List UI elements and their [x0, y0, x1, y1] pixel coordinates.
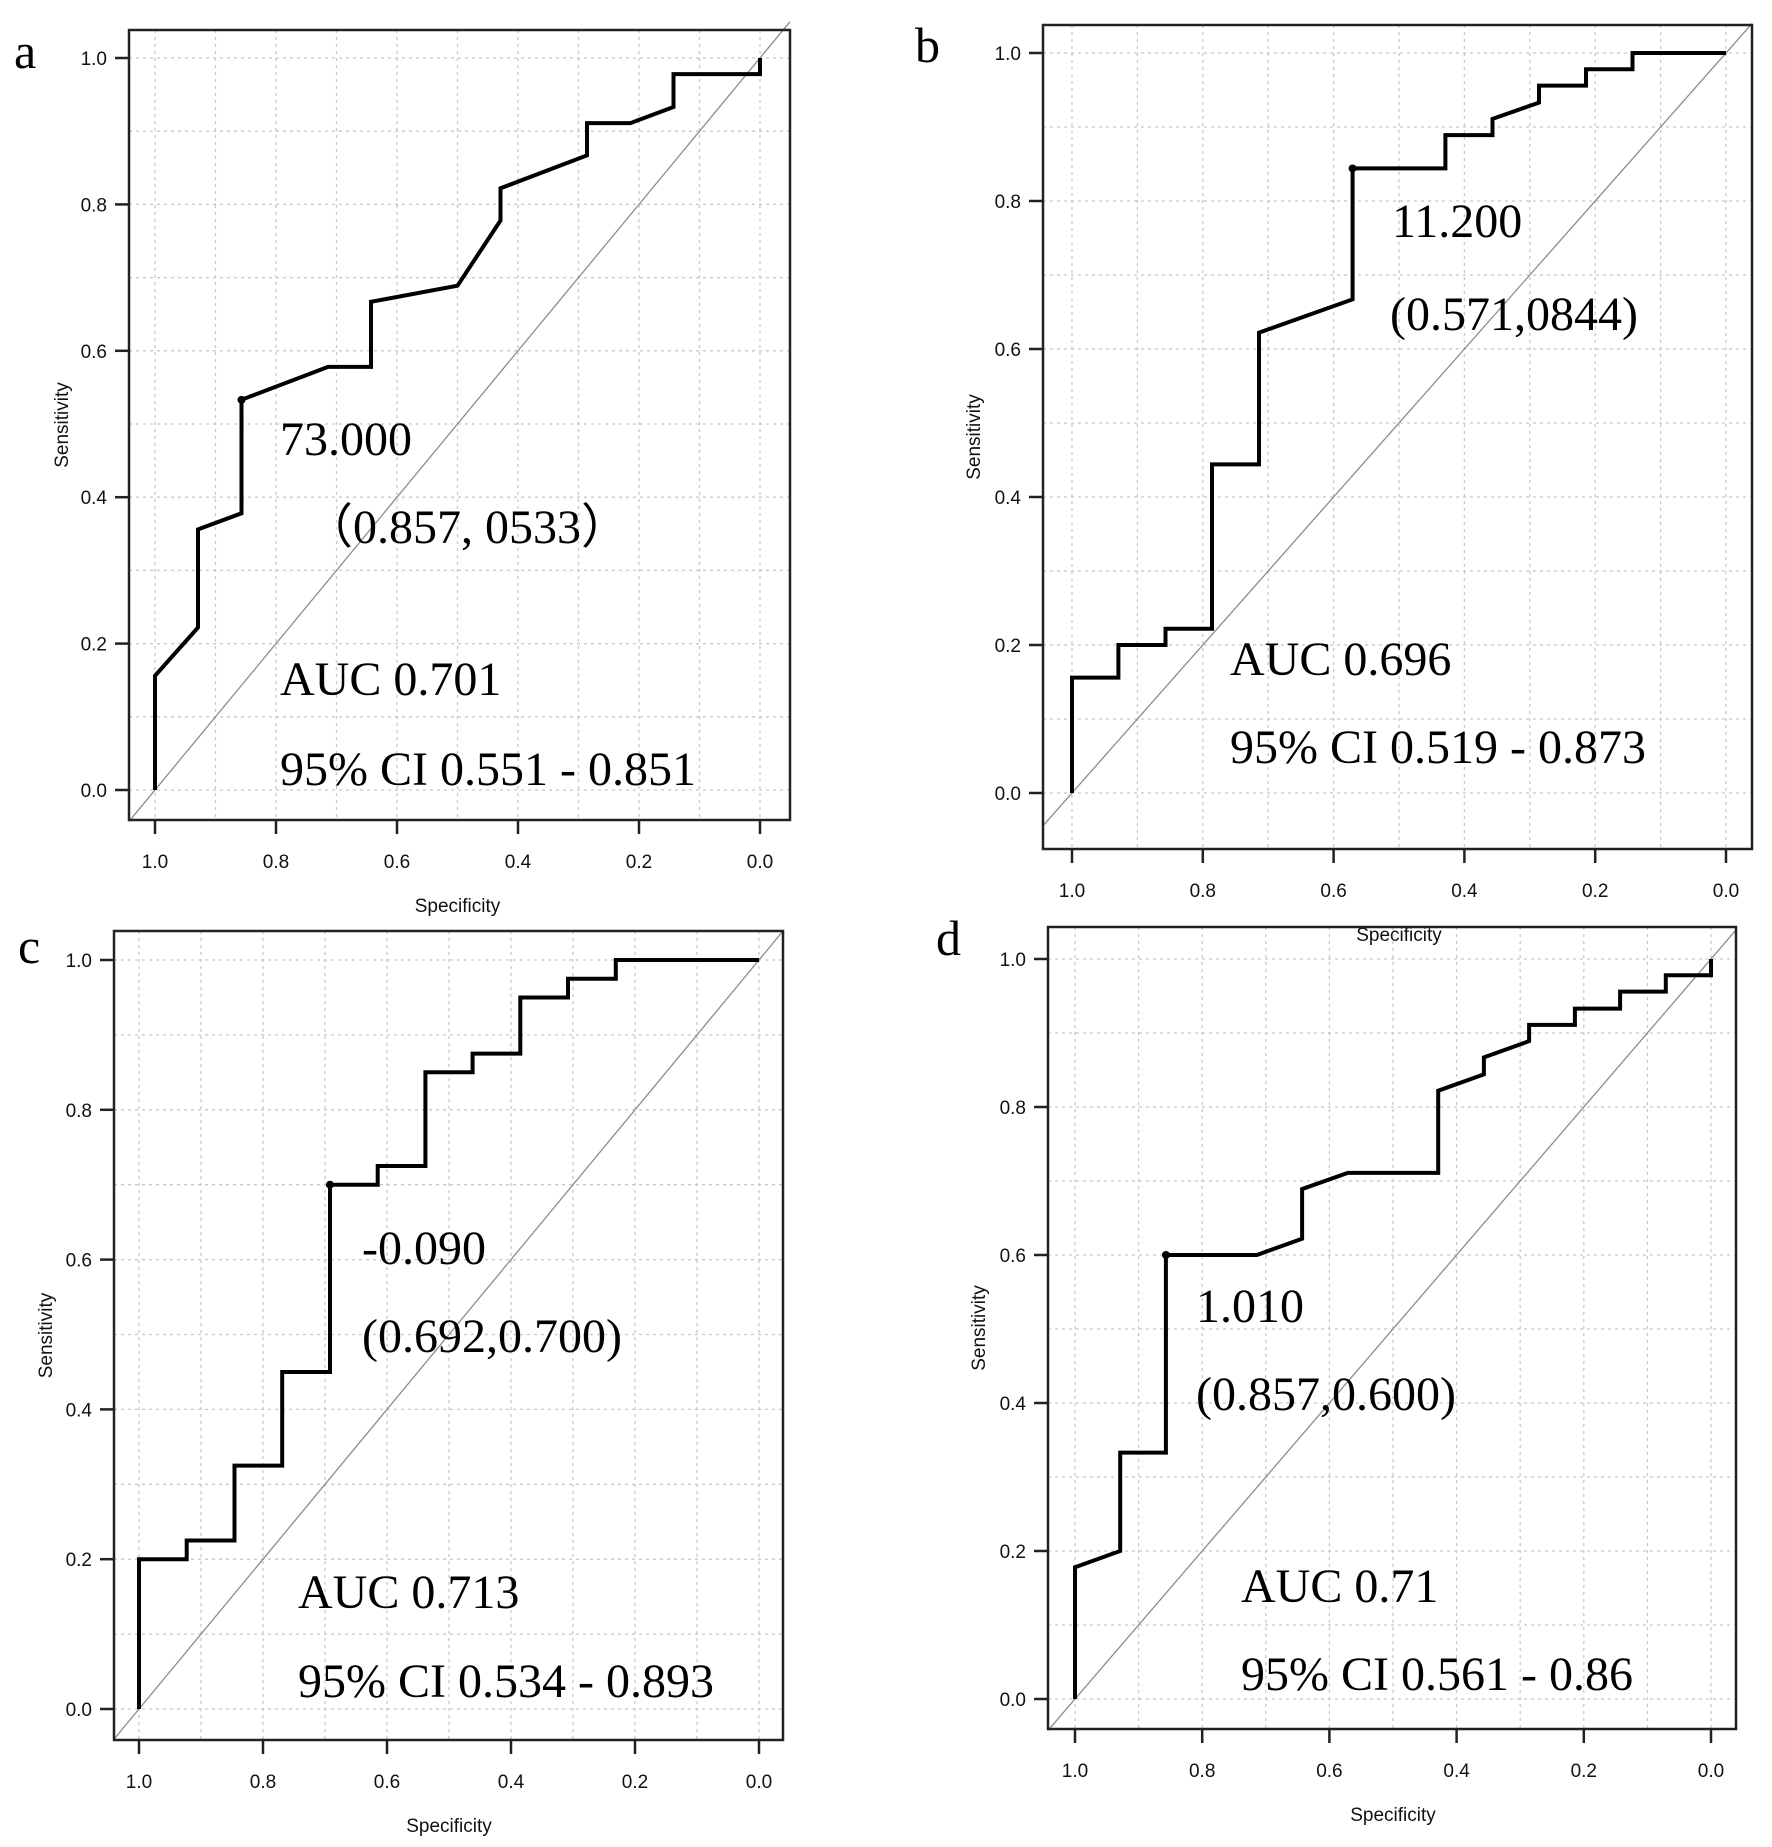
y-tick-label: 0.4 — [995, 488, 1022, 509]
plot-frame — [1046, 925, 1738, 1731]
roc-panel-c: 1.0 0.8 0.6 0.4 0.2 0.0 0.0 0.2 0.4 0.6 0.8 1.0 Spec… — [18, 918, 785, 1837]
y-tick-label: 0.0 — [66, 1700, 92, 1721]
y-tick-label: 0.2 — [81, 635, 107, 656]
x-tick-label: 0.2 — [626, 852, 652, 873]
y-tick-label: 0.8 — [66, 1101, 92, 1122]
auc-label: AUC 0.701 — [280, 653, 501, 706]
cutoff-point — [237, 395, 246, 404]
x-tick-label: 0.6 — [1316, 1761, 1342, 1782]
panel-letter: c — [18, 918, 40, 974]
plot-frame — [1041, 23, 1754, 851]
x-tick-label: 1.0 — [126, 1772, 152, 1793]
y-tick-label: 0.8 — [995, 192, 1021, 213]
cutoff-coordinates-label: (0.692,0.700) — [362, 1310, 622, 1363]
y-tick-label: 0.6 — [1000, 1246, 1026, 1267]
panel-letter: a — [14, 23, 36, 79]
x-tick-label: 1.0 — [142, 852, 168, 873]
x-axis-title: Specificity — [415, 896, 501, 917]
y-tick-label: 0.0 — [81, 781, 107, 802]
confidence-interval-label: 95% CI 0.534 - 0.893 — [298, 1655, 714, 1708]
confidence-interval-label: 95% CI 0.519 - 0.873 — [1230, 721, 1646, 774]
x-tick-label: 0.8 — [1189, 1761, 1215, 1782]
y-tick-label: 0.0 — [995, 784, 1021, 805]
cutoff-value-label: 11.200 — [1392, 195, 1522, 248]
plot-frame — [112, 929, 785, 1742]
cutoff-coordinates-label: (0.571,0844) — [1390, 288, 1638, 341]
x-tick-label: 0.0 — [1698, 1761, 1724, 1782]
x-tick-label: 0.4 — [1443, 1761, 1470, 1782]
cutoff-point — [1348, 164, 1357, 173]
x-tick-label: 0.4 — [498, 1772, 525, 1793]
y-tick-label: 0.6 — [66, 1251, 92, 1272]
cutoff-point — [1161, 1251, 1170, 1259]
x-tick-label: 0.4 — [1451, 881, 1478, 902]
y-tick-label: 0.2 — [1000, 1542, 1026, 1563]
cutoff-coordinates-label: (0.857,0.600) — [1196, 1368, 1456, 1421]
x-axis-title: Specificity — [1356, 925, 1442, 946]
y-tick-label: 0.4 — [66, 1400, 93, 1421]
x-tick-label: 0.8 — [1190, 881, 1216, 902]
y-tick-label: 0.2 — [995, 636, 1021, 657]
roc-curve — [153, 58, 762, 790]
x-tick-label: 0.0 — [1713, 881, 1739, 902]
x-tick-label: 0.6 — [374, 1772, 400, 1793]
x-tick-label: 1.0 — [1059, 881, 1085, 902]
y-tick-label: 0.6 — [995, 340, 1021, 361]
y-tick-label: 0.6 — [81, 342, 107, 363]
x-tick-label: 0.8 — [263, 852, 289, 873]
y-axis-title: Sensitivity — [52, 382, 73, 468]
auc-label: AUC 0.71 — [1241, 1560, 1438, 1613]
x-tick-label: 0.2 — [1571, 1761, 1597, 1782]
reference-diagonal — [1047, 929, 1737, 1731]
x-tick-label: 0.6 — [384, 852, 410, 873]
y-tick-label: 1.0 — [66, 951, 92, 972]
x-tick-label: 1.0 — [1062, 1761, 1088, 1782]
roc-panel-b: 1.0 0.8 0.6 0.4 0.2 0.0 0.0 0.2 0.4 0.6 0.8 1.0 Spec… — [915, 17, 1754, 946]
y-tick-label: 0.8 — [1000, 1098, 1026, 1119]
y-tick-label: 0.4 — [1000, 1394, 1027, 1415]
plot-frame — [127, 28, 792, 822]
cutoff-value-label: 1.010 — [1196, 1280, 1304, 1333]
roc-curve — [137, 958, 759, 1709]
y-tick-label: 0.2 — [66, 1550, 92, 1571]
y-tick-label: 1.0 — [81, 49, 107, 70]
x-tick-label: 0.6 — [1320, 881, 1346, 902]
y-tick-label: 1.0 — [1000, 950, 1026, 971]
panel-letter: d — [936, 910, 961, 966]
x-tick-label: 0.0 — [747, 852, 773, 873]
cutoff-point — [325, 1180, 334, 1189]
y-axis-title: Sensitivity — [36, 1292, 57, 1378]
x-axis-title: Specificity — [406, 1816, 492, 1837]
y-tick-label: 1.0 — [995, 44, 1021, 65]
y-axis-title: Sensitivity — [964, 394, 985, 480]
y-tick-label: 0.8 — [81, 195, 107, 216]
confidence-interval-label: 95% CI 0.561 - 0.86 — [1241, 1648, 1633, 1701]
y-axis-title: Sensitivity — [969, 1285, 990, 1371]
cutoff-value-label: 73.000 — [280, 413, 412, 466]
roc-curve — [1073, 959, 1713, 1699]
x-axis-title: Specificity — [1350, 1805, 1436, 1826]
auc-label: AUC 0.713 — [298, 1566, 519, 1619]
y-tick-label: 0.4 — [81, 488, 108, 509]
reference-diagonal — [1042, 23, 1753, 827]
x-tick-label: 0.2 — [622, 1772, 648, 1793]
confidence-interval-label: 95% CI 0.551 - 0.851 — [280, 743, 696, 796]
x-tick-label: 0.4 — [505, 852, 532, 873]
x-tick-label: 0.0 — [746, 1772, 772, 1793]
cutoff-value-label: -0.090 — [362, 1222, 486, 1275]
roc-panel-a: 1.0 0.8 0.6 0.4 0.2 0.0 0.0 0.2 0.4 0.6 0.8 1.0 Spec… — [14, 21, 792, 917]
y-tick-label: 0.0 — [1000, 1690, 1026, 1711]
reference-diagonal — [128, 21, 791, 822]
x-tick-label: 0.8 — [250, 1772, 276, 1793]
panel-letter: b — [915, 17, 940, 73]
x-tick-label: 0.2 — [1582, 881, 1608, 902]
roc-panel-d: 1.0 0.8 0.6 0.4 0.2 0.0 0.0 0.2 0.4 0.6 0.8 1.0 Spec… — [936, 910, 1738, 1826]
auc-label: AUC 0.696 — [1230, 633, 1451, 686]
cutoff-coordinates-label: （0.857, 0533） — [305, 501, 629, 554]
reference-diagonal — [113, 930, 784, 1740]
